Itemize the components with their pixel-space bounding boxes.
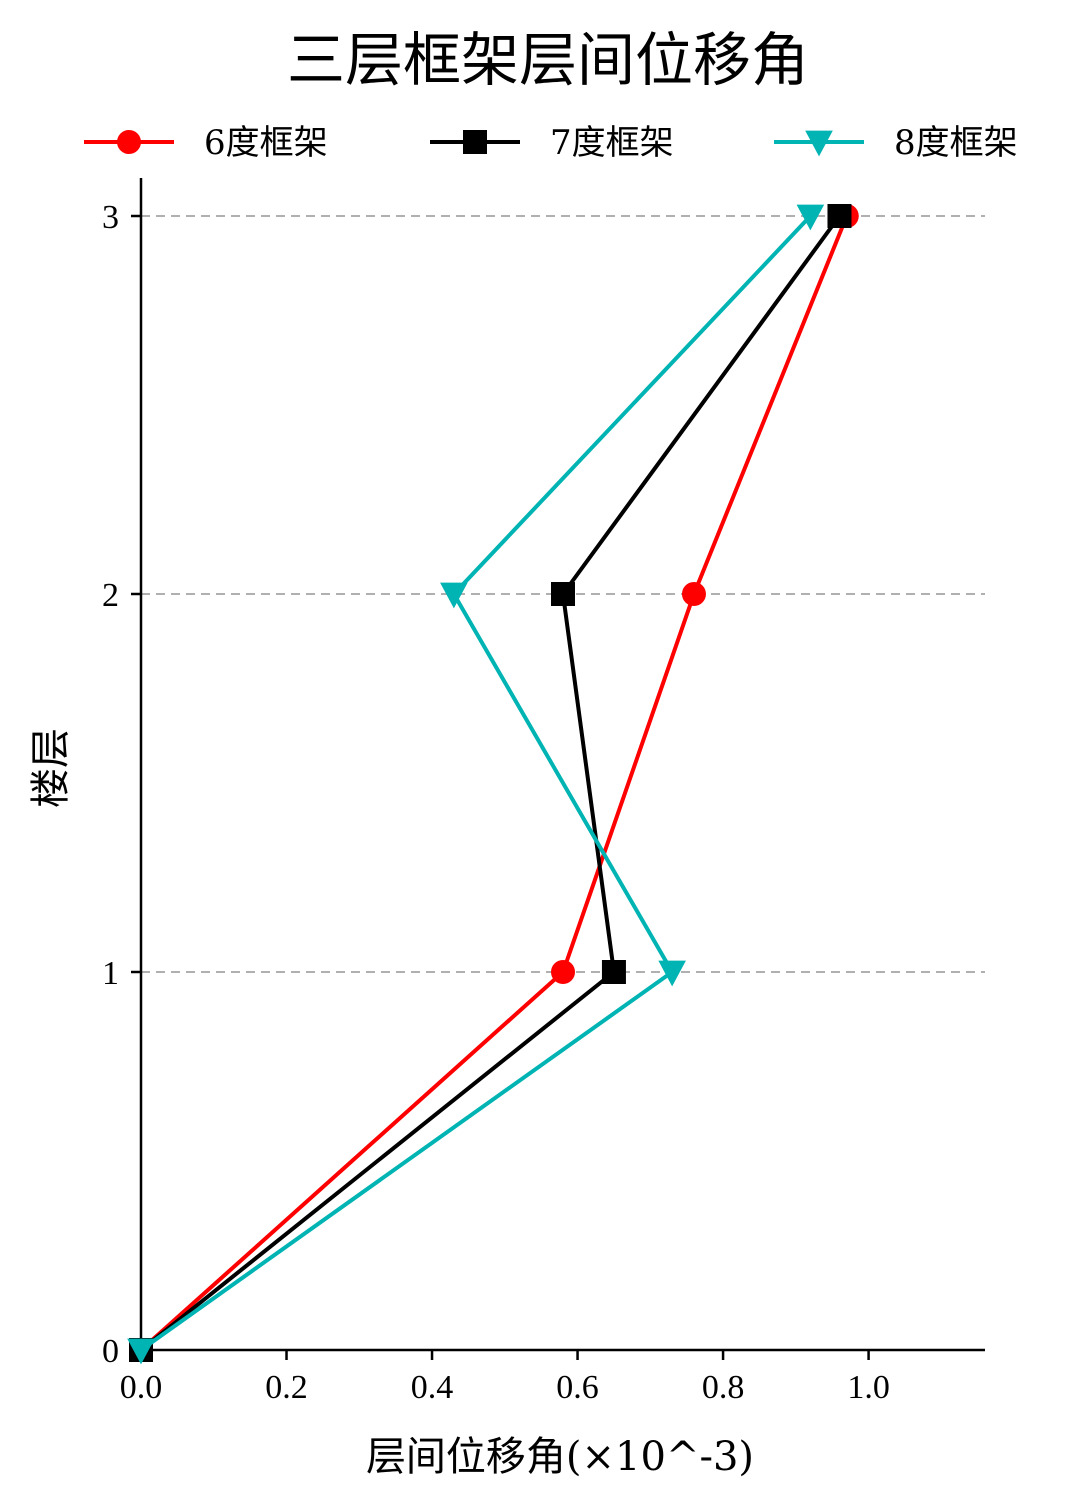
series-line bbox=[139, 215, 849, 1352]
data-point-triangle-down bbox=[127, 1338, 155, 1365]
y-tick-label: 3 bbox=[102, 199, 119, 236]
axes bbox=[139, 178, 985, 1352]
data-point-triangle-down bbox=[440, 582, 468, 609]
series-1 bbox=[129, 204, 859, 1362]
chart-title: 三层框架层间位移角 bbox=[287, 26, 809, 94]
y-tick-label: 0 bbox=[102, 1333, 119, 1370]
data-point-circle bbox=[551, 960, 575, 984]
data-point-square bbox=[601, 960, 626, 984]
x-tick-label: 1.0 bbox=[847, 1369, 890, 1406]
y-tick-label: 1 bbox=[102, 955, 119, 992]
series-line bbox=[139, 214, 842, 1352]
x-tick-label: 0.8 bbox=[702, 1369, 745, 1406]
x-tick-label: 0.6 bbox=[556, 1369, 599, 1406]
x-axis-label: 层间位移角(×10^-3) bbox=[366, 1434, 754, 1480]
x-tick-label: 0.2 bbox=[265, 1369, 308, 1406]
data-point-triangle-down bbox=[805, 130, 833, 157]
legend: 6度框架 7度框架 8度框架 bbox=[84, 123, 1018, 163]
legend-item: 7度框架 bbox=[430, 123, 674, 163]
legend-item: 8度框架 bbox=[774, 123, 1018, 163]
series-line bbox=[139, 214, 812, 1352]
y-axis-label: 楼层 bbox=[28, 728, 74, 808]
legend-label: 6度框架 bbox=[204, 123, 328, 163]
series-3 bbox=[127, 204, 825, 1365]
legend-label: 7度框架 bbox=[550, 123, 674, 163]
data-point-circle bbox=[681, 582, 706, 606]
data-point-circle bbox=[117, 130, 141, 154]
series bbox=[127, 204, 859, 1365]
legend-label: 8度框架 bbox=[894, 123, 1018, 163]
x-tick-label: 0.0 bbox=[120, 1369, 163, 1406]
x-tick-label: 0.4 bbox=[411, 1369, 454, 1406]
data-point-square bbox=[463, 130, 487, 154]
y-tick-label: 2 bbox=[102, 577, 119, 614]
data-point-triangle-down bbox=[796, 204, 825, 231]
series-2 bbox=[129, 204, 852, 1362]
data-point-square bbox=[551, 582, 575, 606]
data-point-triangle-down bbox=[658, 960, 686, 987]
legend-item: 6度框架 bbox=[84, 123, 328, 163]
ticks: 0.0 0.2 0.4 0.6 0.8 1.0 0 1 2 3 bbox=[102, 199, 890, 1406]
data-point-square bbox=[827, 204, 852, 228]
